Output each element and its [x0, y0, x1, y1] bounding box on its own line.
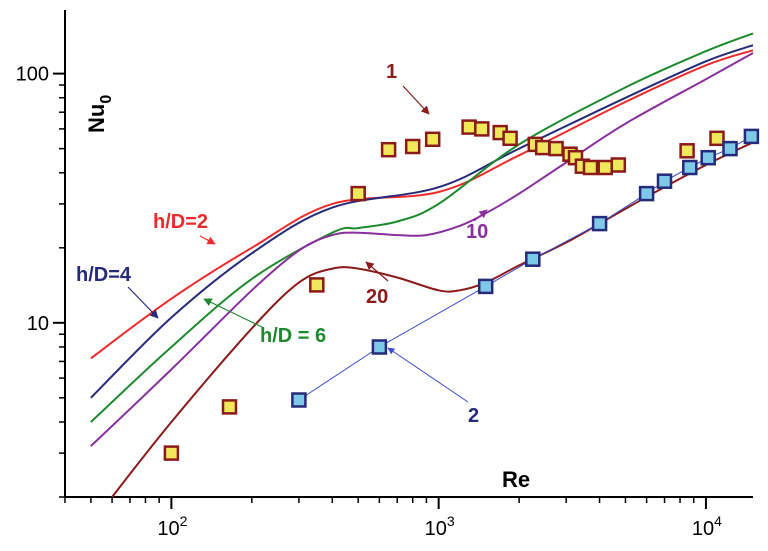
y-axis-title-main: Nu [84, 104, 109, 133]
y-axis-title: Nu0 [84, 95, 115, 133]
curve-series-0 [90, 49, 754, 360]
marker-series-2 [656, 173, 673, 189]
label-1: 1 [386, 61, 397, 83]
marker-series-2 [477, 278, 494, 295]
marker-series-1 [679, 143, 695, 159]
marker-series-1 [461, 119, 477, 135]
x-tick-label: 103 [425, 513, 455, 540]
arrow-hd6 [203, 298, 263, 328]
marker-series-2 [743, 128, 760, 145]
marker-series-2 [525, 251, 541, 267]
marker-series-1 [350, 185, 366, 202]
svg-text:Nu0: Nu0 [84, 95, 115, 133]
label-hd2: h/D=2 [153, 211, 208, 233]
arrow-1 [402, 85, 430, 115]
curve-series-1 [90, 44, 754, 399]
curve-series-3 [90, 52, 754, 447]
marker-series-1 [582, 159, 599, 176]
marker-series-1 [424, 131, 441, 148]
x-tick-label: 102 [157, 513, 187, 540]
arrow-2 [387, 347, 469, 403]
label-2: 2 [468, 405, 479, 427]
marker-series-1 [404, 138, 421, 155]
arrow-hd2 [199, 235, 216, 245]
curve-series-4 [111, 141, 754, 498]
arrow-20 [365, 261, 389, 282]
marker-series-1 [380, 141, 397, 158]
marker-series-1 [548, 140, 564, 157]
marker-series-1 [309, 277, 325, 293]
marker-series-2 [371, 339, 388, 355]
markers [163, 119, 760, 461]
marker-series-1 [221, 399, 238, 415]
marker-series-1 [474, 121, 490, 137]
arrow-10 [473, 209, 488, 222]
label-hd6: h/D = 6 [260, 325, 326, 347]
x-axis-title: Re [502, 467, 530, 492]
y-tick-label: 100 [16, 64, 49, 86]
marker-series-2 [638, 185, 655, 202]
arrow-hd4 [127, 286, 159, 319]
y-axis-title-sub: 0 [98, 95, 115, 104]
label-hd4: h/D=4 [76, 264, 132, 286]
marker-series-2 [722, 140, 738, 157]
marker-series-1 [610, 157, 627, 173]
y-tick-label: 10 [27, 313, 49, 335]
curve-series-2 [90, 32, 754, 423]
label-20: 20 [366, 286, 388, 308]
marker-series-1 [709, 130, 725, 147]
marker-series-2 [291, 392, 307, 408]
marker-series-1 [597, 159, 613, 176]
marker-series-1 [163, 445, 180, 461]
curves [90, 32, 754, 498]
marker-series-2 [591, 215, 608, 232]
marker-series-1 [534, 139, 551, 156]
marker-series-2 [700, 149, 716, 166]
marker-series-2 [682, 159, 698, 176]
x-tick-label: 104 [692, 513, 722, 540]
marker-series-1 [502, 130, 518, 147]
label-10: 10 [466, 221, 488, 243]
